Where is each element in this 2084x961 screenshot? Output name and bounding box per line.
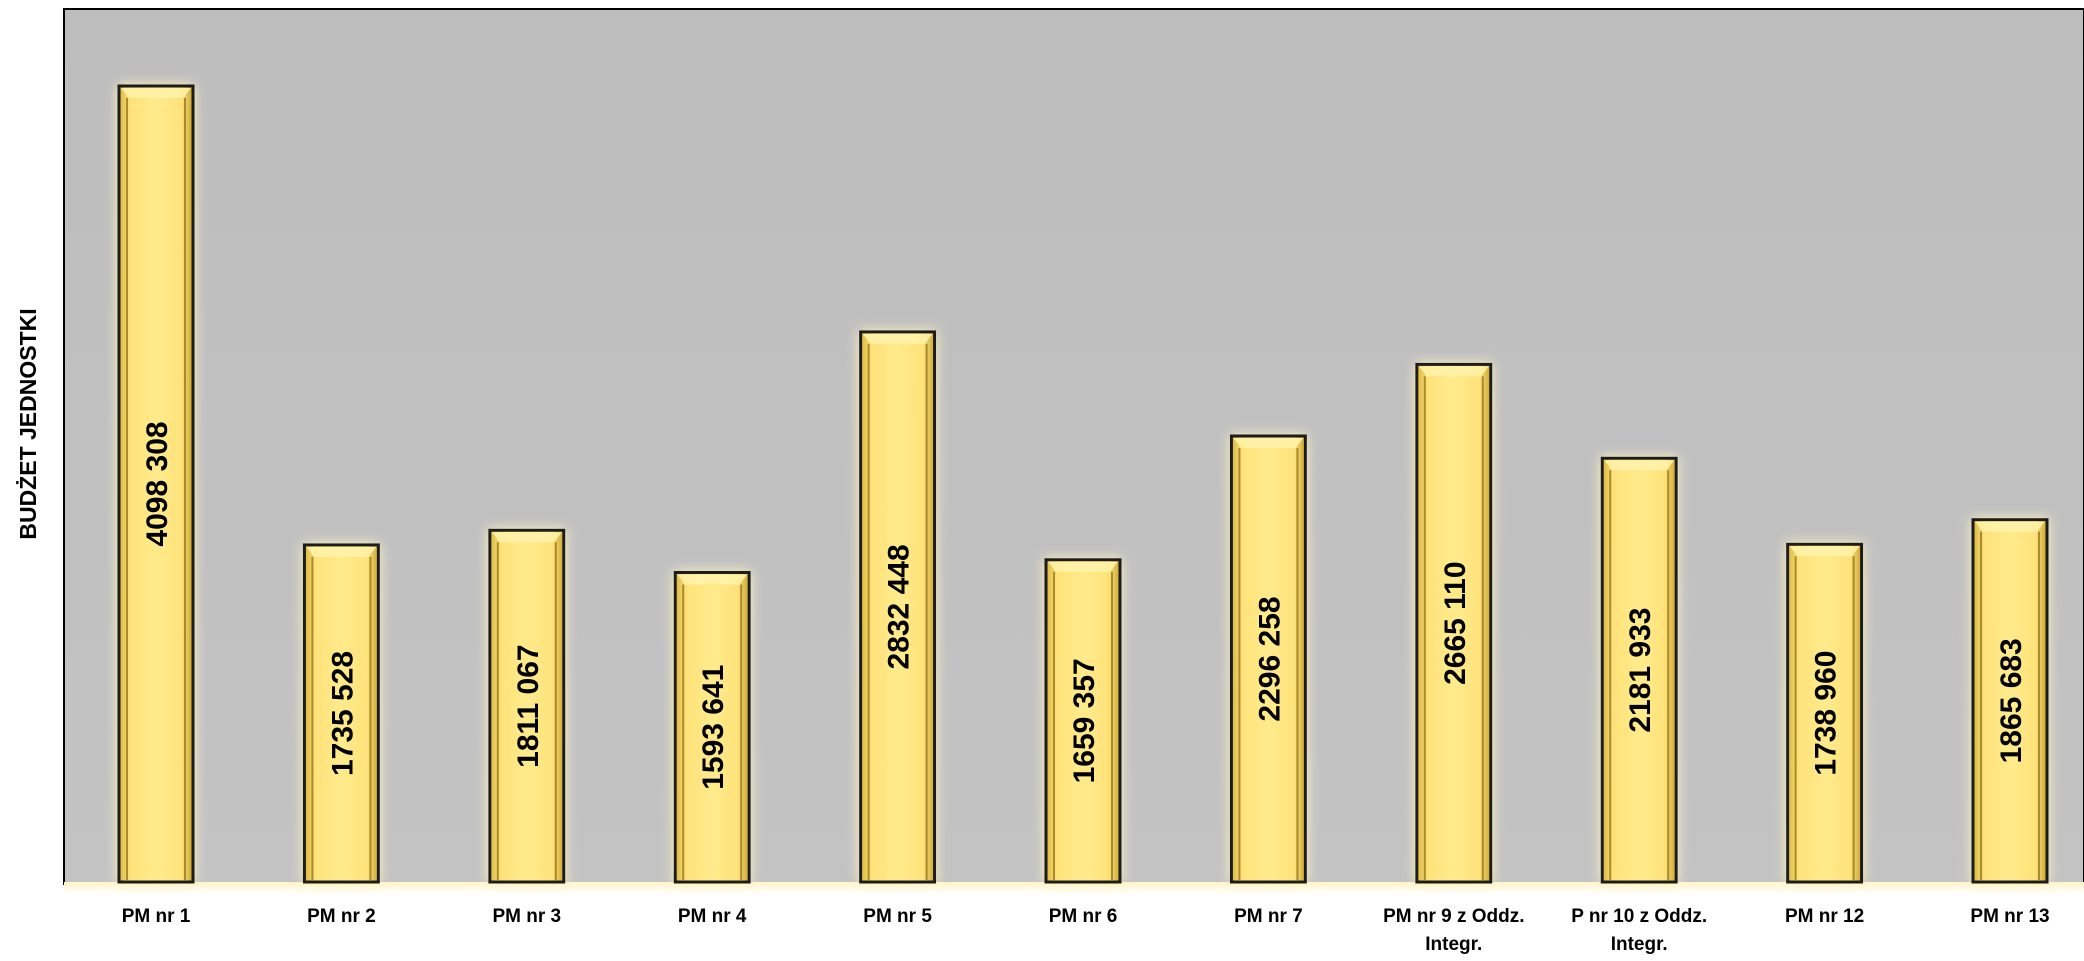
x-tick-label: PM nr 4 [678, 906, 747, 927]
data-label: 1811 067 [512, 644, 545, 767]
y-axis-label: BUDŻET JEDNOSTKI [15, 308, 41, 539]
data-label: 2296 258 [1253, 596, 1286, 721]
bar [1600, 456, 1678, 884]
bar [1229, 434, 1307, 884]
data-label: 1659 357 [1068, 658, 1101, 783]
bar [117, 84, 195, 884]
bar [1971, 518, 2049, 884]
x-tick-label: PM nr 2 [307, 906, 376, 927]
data-label: 4098 308 [141, 421, 174, 546]
data-label: 1738 960 [1810, 651, 1843, 776]
x-tick-label: PM nr 3 [492, 906, 561, 927]
x-tick-label: PM nr 9 z Oddz. Integr. [1383, 906, 1524, 955]
bar [673, 570, 751, 884]
data-label: 2832 448 [883, 544, 916, 669]
x-tick-label: PM nr 6 [1049, 906, 1118, 927]
bar [1415, 362, 1493, 884]
bar [859, 330, 937, 884]
bar [488, 528, 566, 884]
data-label: 2181 933 [1624, 608, 1657, 733]
x-tick-label: P nr 10 z Oddz. Integr. [1571, 906, 1707, 955]
data-labels-layer: 4098 308 1735 528 1811 067 1593 641 2832 448… [141, 421, 2028, 789]
data-label: 1593 641 [697, 665, 730, 790]
chart-floor [64, 882, 2084, 894]
bars-layer [117, 84, 2049, 884]
bar [302, 543, 380, 884]
x-tick-labels: PM nr 1 PM nr 2 PM nr 3 PM nr 4 PM nr 5 PM nr… [122, 906, 2050, 955]
bar [1786, 542, 1864, 884]
x-tick-label: PM nr 13 [1970, 906, 2049, 927]
data-label: 1865 683 [1995, 638, 2028, 763]
data-label: 2665 110 [1439, 561, 1472, 684]
x-tick-label: PM nr 12 [1785, 906, 1864, 927]
x-tick-label: PM nr 5 [863, 906, 932, 927]
x-tick-label: PM nr 1 [122, 906, 191, 927]
data-label: 1735 528 [326, 651, 359, 776]
x-tick-label: PM nr 7 [1234, 906, 1303, 927]
bar [1044, 558, 1122, 884]
